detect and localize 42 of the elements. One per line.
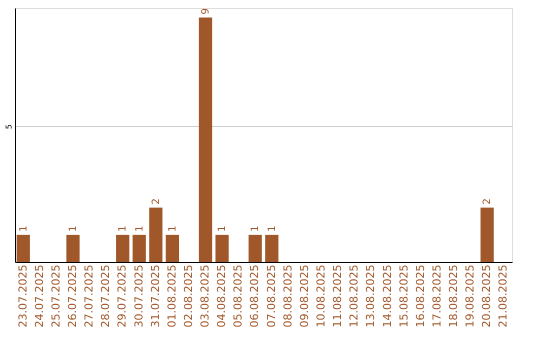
x-tick-label: 03.08.2025 bbox=[198, 264, 212, 328]
x-tick-label: 15.08.2025 bbox=[397, 264, 410, 328]
x-tick-label: 06.08.2025 bbox=[248, 264, 262, 328]
data-label: 2 bbox=[150, 198, 162, 205]
data-label: 1 bbox=[134, 225, 146, 232]
x-tick-label: 31.07.2025 bbox=[148, 264, 162, 328]
x-tick-label: 23.07.2025 bbox=[16, 264, 30, 328]
x-tick-label: 17.08.2025 bbox=[430, 264, 444, 328]
x-tick-label: 30.07.2025 bbox=[132, 264, 146, 328]
x-tick-label: 29.07.2025 bbox=[116, 264, 129, 328]
data-label: 1 bbox=[266, 225, 278, 232]
x-tick-label: 12.08.2025 bbox=[348, 264, 361, 328]
x-tick-label: 01.08.2025 bbox=[165, 264, 178, 328]
data-label: 1 bbox=[217, 225, 228, 232]
x-tick-label: 02.08.2025 bbox=[182, 264, 195, 328]
x-tick-label: 11.08.2025 bbox=[331, 264, 344, 328]
x-tick-label: 16.08.2025 bbox=[414, 264, 427, 328]
x-tick-label: 25.07.2025 bbox=[49, 264, 62, 328]
data-label: 1 bbox=[118, 225, 129, 232]
x-tick-label: 04.08.2025 bbox=[215, 264, 228, 328]
x-tick-label: 20.08.2025 bbox=[480, 264, 494, 328]
data-label: 1 bbox=[68, 225, 79, 232]
x-tick-label: 07.08.2025 bbox=[264, 264, 278, 328]
x-tick-label: 21.08.2025 bbox=[496, 264, 510, 328]
x-tick-label: 19.08.2025 bbox=[464, 264, 477, 328]
y-tick-label: 5 bbox=[4, 124, 14, 130]
x-tick-label: 26.07.2025 bbox=[66, 264, 79, 328]
x-tick-label: 28.07.2025 bbox=[99, 264, 112, 328]
x-tick-label: 13.08.2025 bbox=[364, 264, 378, 328]
x-tick-label: 09.08.2025 bbox=[298, 264, 311, 328]
data-label: 1 bbox=[250, 225, 262, 232]
x-tick-label: 24.07.2025 bbox=[32, 264, 46, 328]
x-tick-label: 27.07.2025 bbox=[82, 264, 96, 328]
data-label: 9 bbox=[200, 8, 212, 15]
data-label: 2 bbox=[482, 198, 494, 205]
x-tick-label: 05.08.2025 bbox=[232, 264, 245, 328]
data-label: 1 bbox=[167, 225, 178, 232]
data-label: 1 bbox=[18, 225, 30, 232]
x-tick-label: 14.08.2025 bbox=[380, 264, 394, 328]
x-tick-label: 08.08.2025 bbox=[281, 264, 294, 328]
x-tick-label: 10.08.2025 bbox=[314, 264, 328, 328]
x-tick-label: 18.08.2025 bbox=[447, 264, 460, 328]
